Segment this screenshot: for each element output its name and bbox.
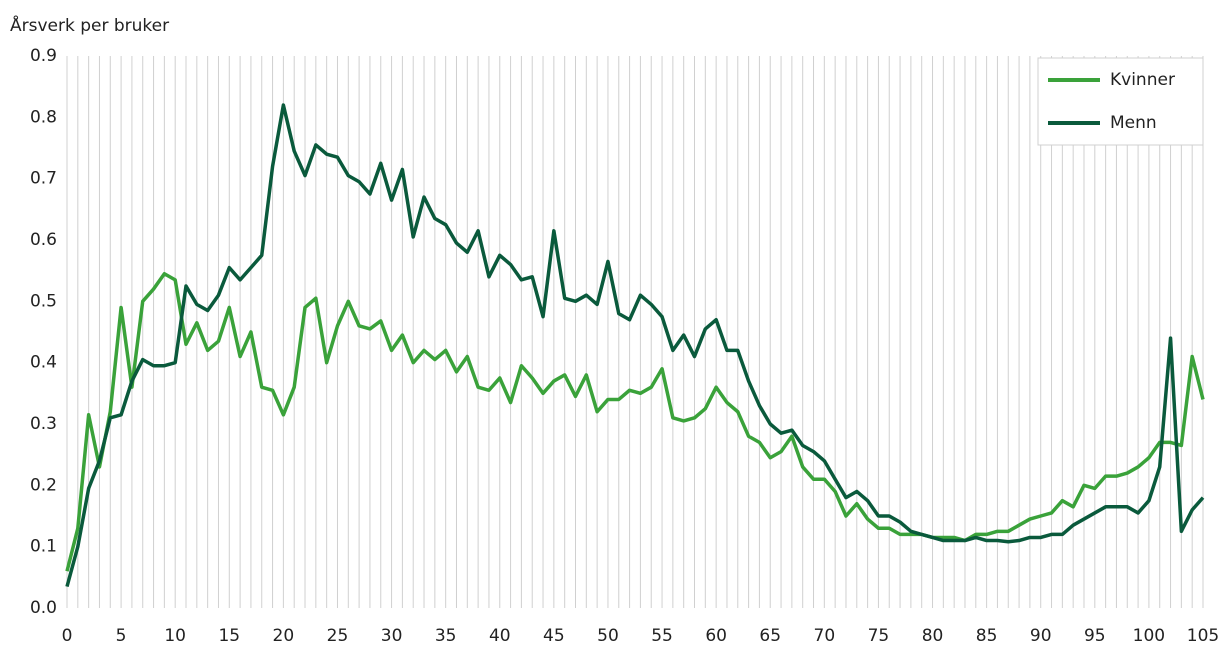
x-tick-label: 90 [1030, 626, 1052, 646]
legend-box [1037, 57, 1204, 146]
x-tick-label: 20 [273, 626, 295, 646]
x-tick-label: 85 [976, 626, 998, 646]
x-tick-label: 0 [62, 626, 73, 646]
x-tick-label: 45 [543, 626, 565, 646]
legend-label: Kvinner [1110, 70, 1175, 90]
x-tick-label: 75 [868, 626, 890, 646]
x-tick-label: 50 [597, 626, 619, 646]
x-tick-label: 40 [489, 626, 511, 646]
x-tick-label: 60 [705, 626, 727, 646]
y-tick-label: 0.2 [30, 475, 57, 495]
x-tick-label: 55 [651, 626, 673, 646]
y-tick-label: 0.5 [30, 291, 57, 311]
y-axis-label: Årsverk per bruker [10, 14, 169, 36]
x-tick-label: 100 [1133, 626, 1165, 646]
y-tick-label: 0.8 [30, 107, 57, 127]
x-tick-label: 5 [116, 626, 127, 646]
y-tick-label: 0.9 [30, 46, 57, 66]
x-tick-label: 15 [218, 626, 240, 646]
x-tick-label: 70 [814, 626, 836, 646]
y-tick-label: 0.0 [30, 598, 57, 618]
x-tick-label: 10 [164, 626, 186, 646]
x-tick-label: 80 [922, 626, 944, 646]
x-tick-label: 105 [1187, 626, 1219, 646]
y-tick-label: 0.6 [30, 230, 57, 250]
legend: Kvinner Menn [1037, 57, 1204, 146]
x-tick-label: 30 [381, 626, 403, 646]
line [65, 103, 1205, 587]
y-tick-label: 0.4 [30, 353, 57, 373]
line [65, 271, 1205, 572]
x-tick-label: 25 [327, 626, 349, 646]
x-tick-label: 35 [435, 626, 457, 646]
y-tick-label: 0.3 [30, 414, 57, 434]
x-tick-label: 95 [1084, 626, 1106, 646]
y-tick-label: 0.7 [30, 169, 57, 189]
legend-label: Menn [1110, 113, 1157, 133]
x-tick-label: 65 [759, 626, 781, 646]
y-tick-label: 0.1 [30, 537, 57, 557]
